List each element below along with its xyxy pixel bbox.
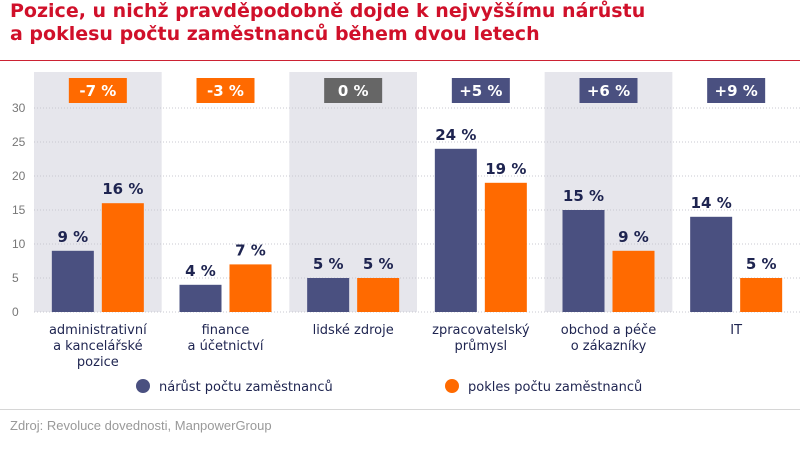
bar-decline-3 xyxy=(484,182,527,312)
bar-value-label: 16 % xyxy=(102,180,143,198)
bar-value-label: 9 % xyxy=(57,228,88,246)
net-change-badges: -7 % -3 % 0 % +5 % +6 % +9 % xyxy=(68,78,766,103)
category-label-line: finance xyxy=(202,323,250,338)
net-change-label-0: -7 % xyxy=(79,82,116,100)
legend-marker-0 xyxy=(136,379,150,393)
bar-value-label: 4 % xyxy=(185,262,216,280)
net-change-badge-2 xyxy=(324,78,383,103)
net-change-label-4: +6 % xyxy=(587,82,630,100)
legend-label-0: nárůst počtu zaměstnanců xyxy=(159,380,333,395)
chart-title: Pozice, u nichž pravděpodobně dojde k ne… xyxy=(10,0,790,46)
y-tick-label: 5 xyxy=(12,271,19,285)
bar-decline-0 xyxy=(101,203,144,312)
net-change-badge-5 xyxy=(707,78,766,103)
y-tick-label: 0 xyxy=(12,305,19,319)
net-change-badge-4 xyxy=(579,78,638,103)
category-label-line: administrativní xyxy=(49,323,147,338)
y-axis: 0 5 10 15 20 25 30 xyxy=(12,101,26,319)
net-change-badge-1 xyxy=(196,78,255,103)
bar-decline-2 xyxy=(357,278,400,312)
bar-value-labels: 9 % 4 % 5 % 24 % 15 % 14 % 16 % 7 % 5 % 19 % 9 % 5 … xyxy=(57,126,776,280)
category-label-line: lidské zdroje xyxy=(313,323,394,338)
bar-decline-4 xyxy=(612,250,655,312)
bar-growth-5 xyxy=(690,216,733,312)
y-tick-label: 15 xyxy=(12,203,26,217)
bar-value-label: 15 % xyxy=(563,187,604,205)
x-axis-labels: administrativní a kancelářské pozice financ… xyxy=(49,323,742,370)
category-label-4: obchod a péče o zákazníky xyxy=(561,323,656,354)
source-note: Zdroj: Revoluce dovednosti, ManpowerGrou… xyxy=(10,418,272,433)
legend-marker-1 xyxy=(445,379,459,393)
bar-growth-3 xyxy=(434,148,477,312)
bar-growth-0 xyxy=(51,250,94,312)
bar-value-label: 5 % xyxy=(313,255,344,273)
category-label-line: IT xyxy=(730,323,742,338)
title-line-1: Pozice, u nichž pravděpodobně dojde k ne… xyxy=(10,0,646,22)
category-label-0: administrativní a kancelářské pozice xyxy=(49,323,147,370)
bar-decline-1 xyxy=(229,264,272,312)
bar-value-label: 5 % xyxy=(363,255,394,273)
bar-value-label: 7 % xyxy=(235,241,266,259)
category-label-line: a kancelářské xyxy=(53,339,143,354)
bar-value-label: 24 % xyxy=(435,126,476,144)
net-change-badge-3 xyxy=(451,78,510,103)
category-label-2: lidské zdroje xyxy=(313,323,394,338)
net-change-label-5: +9 % xyxy=(715,82,758,100)
y-tick-label: 10 xyxy=(12,237,26,251)
category-label-line: obchod a péče xyxy=(561,323,656,338)
y-tick-label: 30 xyxy=(12,101,26,115)
net-change-badge-0 xyxy=(68,78,127,103)
category-band-2 xyxy=(289,72,417,312)
net-change-label-2: 0 % xyxy=(338,82,369,100)
bar-growth-1 xyxy=(179,284,222,312)
category-label-line: zpracovatelský xyxy=(432,323,530,338)
category-label-line: o zákazníky xyxy=(571,339,647,354)
category-label-line: pozice xyxy=(77,355,119,370)
net-change-label-1: -3 % xyxy=(207,82,244,100)
bar-value-label: 14 % xyxy=(691,194,732,212)
bar-value-label: 19 % xyxy=(485,160,526,178)
bar-growth-2 xyxy=(307,278,350,312)
category-label-5: IT xyxy=(730,323,742,338)
bar-value-label: 9 % xyxy=(618,228,649,246)
source-divider xyxy=(0,409,800,410)
category-label-3: zpracovatelský průmysl xyxy=(432,323,530,354)
legend: nárůst počtu zaměstnanců pokles počtu zam… xyxy=(136,379,642,395)
bar-value-label: 5 % xyxy=(746,255,777,273)
y-tick-label: 20 xyxy=(12,169,26,183)
title-line-2: a poklesu počtu zaměstnanců během dvou l… xyxy=(10,23,540,45)
net-change-label-3: +5 % xyxy=(459,82,502,100)
category-label-line: a účetnictví xyxy=(188,339,264,354)
legend-label-1: pokles počtu zaměstnanců xyxy=(468,380,642,395)
bars xyxy=(51,148,783,312)
bar-growth-4 xyxy=(562,210,605,312)
bar-chart: 0 5 10 15 20 25 30 -7 % -3 % 0 % +5 % +6 % +9 % 9 %… xyxy=(12,72,800,395)
title-divider xyxy=(0,60,800,61)
category-label-line: průmysl xyxy=(455,339,508,354)
y-tick-label: 25 xyxy=(12,135,26,149)
category-label-1: finance a účetnictví xyxy=(188,323,264,354)
bar-decline-5 xyxy=(740,278,783,312)
